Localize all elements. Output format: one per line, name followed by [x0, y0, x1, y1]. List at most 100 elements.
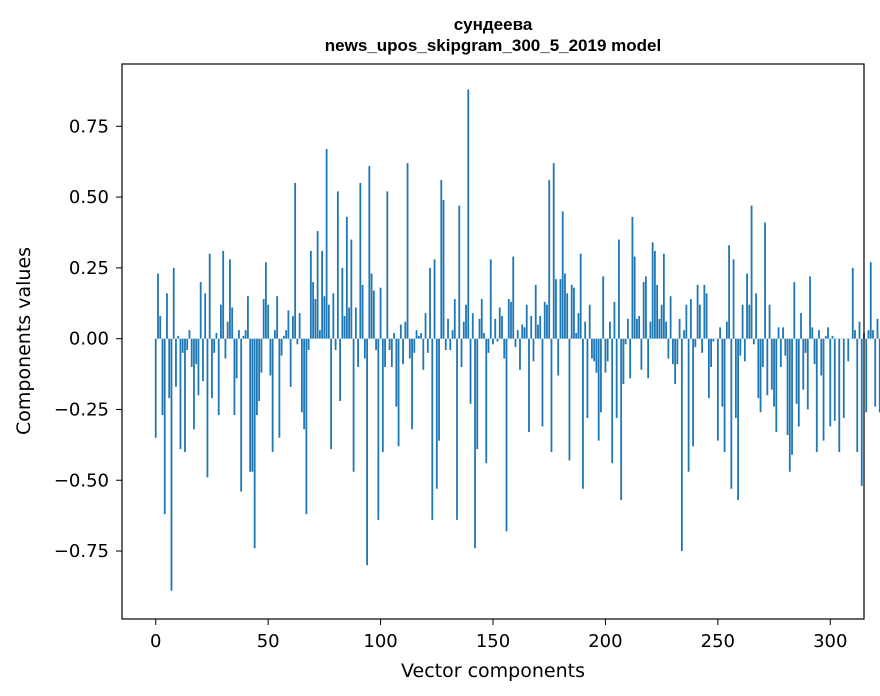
- bar-36: [235, 338, 238, 379]
- bar-137: [462, 321, 465, 339]
- bar-122: [429, 267, 431, 339]
- bar-154: [501, 316, 503, 339]
- bar-153: [498, 307, 501, 339]
- bar-275: [773, 338, 775, 407]
- bar-159: [512, 256, 515, 339]
- bar-46: [258, 338, 261, 401]
- bar-248: [712, 338, 715, 342]
- bar-52: [271, 338, 274, 452]
- bar-145: [480, 299, 483, 339]
- bar-144: [478, 318, 481, 339]
- bar-0: [154, 338, 157, 438]
- bar-207: [620, 338, 623, 501]
- bar-151: [494, 318, 497, 339]
- bar-276: [775, 338, 778, 433]
- bar-101: [381, 338, 384, 452]
- bar-226: [662, 253, 665, 339]
- bar-319: [872, 330, 874, 339]
- bar-172: [541, 338, 544, 427]
- bar-262: [743, 338, 746, 362]
- bar-241: [696, 284, 699, 339]
- bar-242: [698, 304, 701, 339]
- bar-146: [483, 333, 485, 339]
- bar-95: [368, 165, 371, 339]
- bar-108: [397, 338, 400, 447]
- bar-90: [357, 338, 359, 367]
- bar-186: [573, 287, 575, 339]
- bar-231: [674, 338, 677, 384]
- bar-281: [786, 338, 789, 435]
- bar-79: [332, 293, 335, 339]
- bar-166: [528, 338, 530, 433]
- bar-114: [411, 338, 413, 430]
- bar-302: [833, 338, 836, 421]
- bar-244: [703, 284, 706, 339]
- bar-58: [285, 330, 288, 339]
- bar-41: [247, 296, 249, 339]
- bar-233: [678, 318, 681, 339]
- bar-283: [791, 338, 793, 455]
- bars-group: [154, 89, 880, 591]
- bar-54: [276, 296, 279, 339]
- bar-251: [719, 327, 721, 339]
- bar-138: [465, 304, 467, 339]
- bar-105: [390, 338, 393, 367]
- bar-31: [224, 338, 227, 359]
- bar-128: [442, 199, 445, 339]
- bar-212: [631, 216, 634, 339]
- bar-81: [336, 191, 339, 339]
- bar-2: [159, 316, 162, 339]
- bar-190: [582, 338, 584, 489]
- bar-227: [665, 321, 668, 339]
- x-tick-label: 50: [257, 631, 280, 652]
- bar-103: [386, 191, 389, 339]
- bar-174: [546, 304, 548, 339]
- bar-71: [314, 299, 317, 339]
- bar-171: [539, 316, 542, 339]
- bar-149: [489, 259, 492, 339]
- bar-112: [406, 163, 409, 339]
- bar-268: [757, 338, 760, 399]
- bar-232: [676, 338, 679, 365]
- bar-14: [186, 338, 189, 350]
- bar-9: [175, 338, 177, 387]
- bar-53: [274, 330, 276, 339]
- bar-134: [456, 338, 458, 520]
- bar-312: [856, 338, 859, 452]
- chart-title-line2: news_upos_skipgram_300_5_2019 model: [325, 36, 661, 55]
- bar-25: [211, 338, 213, 399]
- bar-194: [591, 338, 593, 359]
- bar-314: [860, 338, 863, 486]
- bar-156: [505, 338, 508, 532]
- bar-44: [253, 338, 256, 549]
- bar-162: [519, 338, 521, 370]
- bar-141: [471, 313, 474, 339]
- bar-4: [163, 338, 166, 515]
- bar-91: [359, 182, 362, 339]
- bar-64: [298, 313, 301, 339]
- bar-11: [179, 338, 182, 450]
- bar-87: [350, 239, 353, 339]
- y-tick-label: 0.00: [69, 329, 109, 350]
- bar-240: [694, 338, 697, 348]
- bar-17: [193, 338, 195, 430]
- bar-30: [222, 250, 225, 339]
- bar-219: [647, 338, 650, 379]
- bar-211: [629, 338, 632, 379]
- bar-221: [651, 242, 654, 339]
- bar-274: [770, 338, 773, 390]
- bar-22: [204, 293, 207, 339]
- bar-66: [303, 338, 306, 430]
- bar-68: [307, 338, 310, 350]
- x-tick-label: 200: [588, 631, 622, 652]
- bar-243: [701, 338, 704, 353]
- bar-124: [433, 259, 436, 339]
- bar-237: [687, 338, 690, 472]
- bar-245: [705, 293, 708, 339]
- bar-184: [568, 338, 571, 461]
- bar-259: [737, 338, 739, 501]
- bar-197: [597, 338, 600, 441]
- plot-frame: [121, 63, 865, 620]
- bar-271: [764, 222, 766, 339]
